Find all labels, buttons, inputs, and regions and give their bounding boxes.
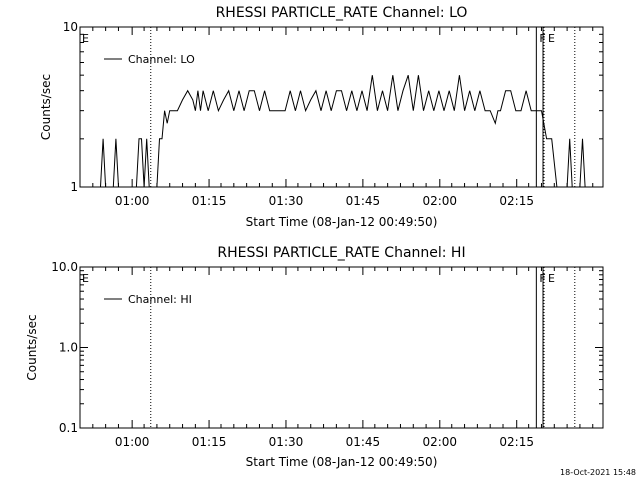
generation-timestamp: 18-Oct-2021 15:48 (560, 468, 636, 477)
series-line (80, 75, 603, 188)
x-tick-label: 01:30 (269, 435, 304, 449)
y-tick-label: 1.0 (59, 341, 78, 355)
chart-title: RHESSI PARTICLE_RATE Channel: LO (216, 5, 468, 21)
y-axis-label: Counts/sec (39, 74, 53, 140)
x-tick-label: 01:15 (192, 435, 227, 449)
plot-frame (79, 266, 604, 429)
flag-label: E (82, 272, 89, 285)
y-tick-label: 10 (63, 20, 78, 34)
y-axis-label: Counts/sec (25, 314, 39, 380)
flag-label: E (548, 272, 555, 285)
x-tick-label: 02:00 (422, 194, 457, 208)
x-tick-label: 01:45 (346, 435, 381, 449)
x-tick-label: 01:15 (192, 194, 227, 208)
chart-panel-2: RHESSI PARTICLE_RATE Channel: HI Counts/s… (25, 245, 604, 469)
y-tick-label: 1 (70, 180, 78, 194)
flag-label: E (548, 32, 555, 45)
x-tick-label: 01:00 (115, 194, 150, 208)
chart-panel-1: RHESSI PARTICLE_RATE Channel: LO Counts/s… (39, 5, 604, 229)
plot-frame (79, 26, 604, 188)
x-tick-label: 02:15 (499, 435, 534, 449)
x-tick-label: 02:00 (422, 435, 457, 449)
x-tick-label: 01:30 (269, 194, 304, 208)
y-tick-label: 10.0 (51, 260, 78, 274)
flag-label: E (82, 32, 89, 45)
legend-label: Channel: HI (128, 293, 192, 306)
x-tick-label: 01:45 (346, 194, 381, 208)
legend-label: Channel: LO (128, 53, 195, 66)
flag-label: F (539, 272, 545, 285)
y-tick-label: 0.1 (59, 421, 78, 435)
x-tick-label: 01:00 (115, 435, 150, 449)
chart-title: RHESSI PARTICLE_RATE Channel: HI (217, 245, 465, 261)
x-axis-label: Start Time (08-Jan-12 00:49:50) (246, 215, 438, 229)
x-tick-label: 02:15 (499, 194, 534, 208)
flag-label: F (539, 32, 545, 45)
x-axis-label: Start Time (08-Jan-12 00:49:50) (246, 455, 438, 469)
